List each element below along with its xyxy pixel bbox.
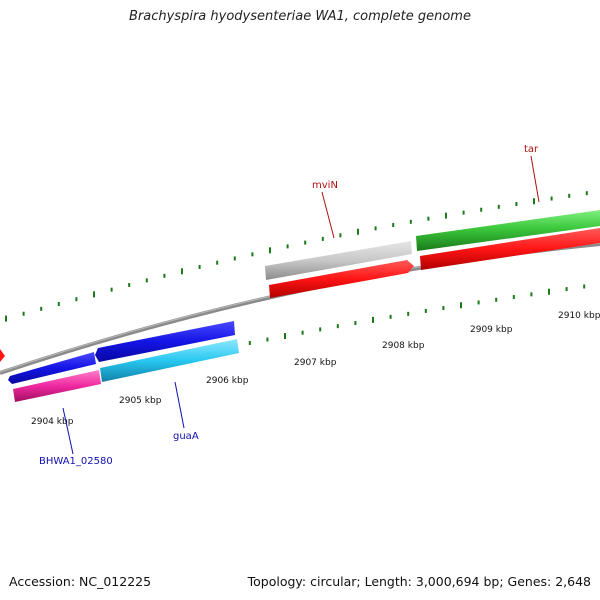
tick-mark	[480, 207, 483, 212]
tick-mark	[319, 327, 322, 332]
tick-mark	[181, 268, 183, 275]
tick-mark	[550, 196, 553, 201]
tick-mark	[497, 204, 500, 209]
tick-label: 2907 kbp	[294, 358, 337, 368]
tick-mark	[495, 297, 498, 302]
tick-label: 2905 kbp	[119, 396, 162, 406]
tick-mark	[216, 260, 219, 265]
outer-tick-marks	[5, 191, 588, 322]
forward-feature-gray[interactable]	[265, 241, 412, 280]
tick-mark	[269, 247, 271, 254]
tick-mark	[460, 302, 462, 309]
gene-label-mviN[interactable]: mviN	[312, 180, 338, 191]
tick-mark	[75, 297, 78, 302]
reverse-feature-red-2[interactable]	[420, 228, 600, 270]
tick-mark	[128, 282, 131, 287]
leader-line-mviN	[321, 191, 335, 239]
tick-mark	[462, 210, 465, 215]
tick-mark	[568, 193, 571, 198]
tick-mark	[233, 256, 236, 261]
tick-mark	[512, 295, 515, 300]
tick-mark	[407, 311, 410, 316]
reverse-feature-cyan[interactable]	[100, 339, 239, 382]
tick-mark	[424, 308, 427, 313]
leader-line-BHWA1_02580	[62, 407, 74, 455]
tick-mark	[93, 291, 95, 298]
leader-line-guaA	[174, 381, 185, 429]
tick-mark	[354, 320, 357, 325]
tick-mark	[372, 316, 374, 323]
tick-label: 2908 kbp	[382, 341, 425, 351]
tick-mark	[585, 191, 588, 196]
tick-mark	[284, 333, 286, 340]
forward-feature-blue-1[interactable]	[95, 321, 235, 362]
tick-mark	[442, 306, 445, 311]
tick-mark	[301, 330, 304, 335]
tick-mark	[336, 324, 339, 329]
tick-mark	[389, 314, 392, 319]
gene-label-tar[interactable]: tar	[524, 144, 539, 155]
tick-mark	[321, 236, 324, 241]
tick-mark	[266, 337, 269, 342]
tick-mark	[374, 226, 377, 231]
tick-mark	[392, 223, 395, 228]
accession-text: Accession: NC_012225	[9, 574, 152, 589]
reverse-feature-red-1[interactable]	[269, 260, 414, 298]
tick-mark	[409, 219, 412, 224]
gene-label-BHWA1_02580[interactable]: BHWA1_02580	[39, 456, 113, 467]
tick-mark	[565, 287, 568, 292]
reverse-feature-magenta[interactable]	[13, 370, 101, 402]
genome-stats-text: Topology: circular; Length: 3,000,694 bp…	[247, 574, 591, 589]
tick-mark	[198, 264, 201, 269]
map-title: Brachyspira hyodysenteriae WA1, complete…	[129, 9, 471, 24]
tick-mark	[40, 306, 43, 311]
tick-mark	[583, 284, 586, 289]
tick-mark	[530, 292, 533, 297]
tick-mark	[533, 198, 535, 205]
tick-label: 2910 kbp	[558, 311, 600, 321]
tick-mark	[477, 300, 480, 305]
tick-label: 2904 kbp	[31, 417, 74, 427]
leader-line-tar	[530, 155, 540, 203]
tick-mark	[304, 240, 307, 245]
tick-mark	[57, 301, 60, 306]
tick-mark	[427, 216, 430, 221]
tick-mark	[515, 202, 518, 207]
tick-mark	[145, 278, 148, 283]
forward-feature-blue-2[interactable]	[8, 352, 96, 384]
tick-label: 2906 kbp	[206, 376, 249, 386]
tick-mark	[5, 315, 7, 322]
tick-mark	[286, 244, 289, 249]
tick-mark	[339, 233, 342, 238]
tick-label: 2909 kbp	[470, 325, 513, 335]
tick-mark	[248, 341, 251, 346]
tick-mark	[22, 311, 25, 316]
tick-mark	[445, 212, 447, 219]
tick-mark	[251, 252, 254, 257]
gene-label-guaA[interactable]: guaA	[173, 431, 199, 442]
tick-mark	[163, 273, 166, 278]
tick-mark	[357, 228, 359, 235]
forward-feature-green[interactable]	[416, 210, 600, 251]
tick-mark	[110, 287, 113, 292]
reverse-feature-red-edge[interactable]	[0, 349, 5, 362]
tick-mark	[548, 288, 550, 295]
